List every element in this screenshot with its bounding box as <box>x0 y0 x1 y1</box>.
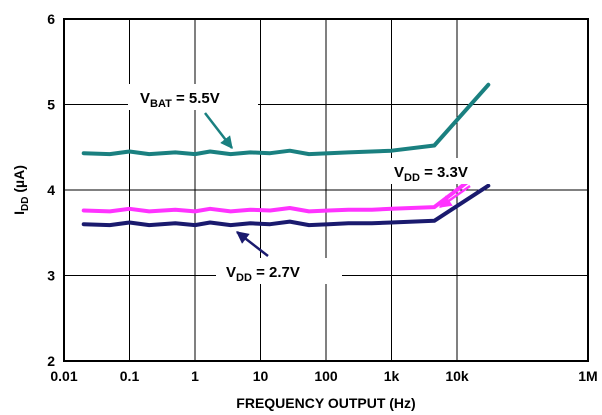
series-line-0 <box>81 82 491 157</box>
y-axis-title-sub: DD <box>20 197 31 211</box>
x-tick-label: 0.01 <box>50 368 77 384</box>
x-tick-label: 1k <box>384 368 400 384</box>
y-axis-title: IDD (µA) <box>11 165 31 215</box>
x-axis-title: FREQUENCY OUTPUT (Hz) <box>236 395 415 411</box>
plot-frame <box>63 18 589 362</box>
annotation-arrow-2 <box>236 231 269 257</box>
annotations: VBAT = 5.5V VDD = 3.3V VDD = 2.7V <box>128 84 510 284</box>
series-layer <box>81 82 491 228</box>
y-axis-title-main: I <box>11 211 27 215</box>
annotation-box-1 <box>386 158 510 184</box>
x-tick-label: 1 <box>191 368 199 384</box>
annotation-box-2 <box>216 258 342 284</box>
series-line-2 <box>81 183 491 228</box>
y-axis-title-rest: (µA) <box>11 165 27 196</box>
annotation-arrow-0 <box>204 112 233 149</box>
series-label-0: VBAT = 5.5V <box>140 90 220 110</box>
series-label-2: VDD = 2.7V <box>226 264 300 284</box>
x-tick-label: 100 <box>314 368 338 384</box>
series-line-1 <box>81 164 491 214</box>
grid <box>63 18 589 362</box>
x-tick-labels: 0.01 0.1 1 10 100 1k 10k 1M <box>50 368 597 384</box>
y-tick-label: 6 <box>47 11 55 27</box>
x-tick-label: 10k <box>445 368 469 384</box>
x-tick-label: 0.1 <box>120 368 140 384</box>
y-tick-label: 4 <box>47 182 55 198</box>
x-tick-label: 10 <box>253 368 269 384</box>
y-tick-label: 5 <box>47 97 55 113</box>
x-tick-label: 1M <box>578 368 597 384</box>
annotation-box-0 <box>128 84 258 110</box>
y-tick-labels: 2 3 4 5 6 <box>47 11 55 369</box>
series-label-1: VDD = 3.3V <box>394 164 468 184</box>
annotation-arrow-1 <box>438 184 471 209</box>
y-tick-label: 3 <box>47 268 55 284</box>
y-tick-label: 2 <box>47 353 55 369</box>
